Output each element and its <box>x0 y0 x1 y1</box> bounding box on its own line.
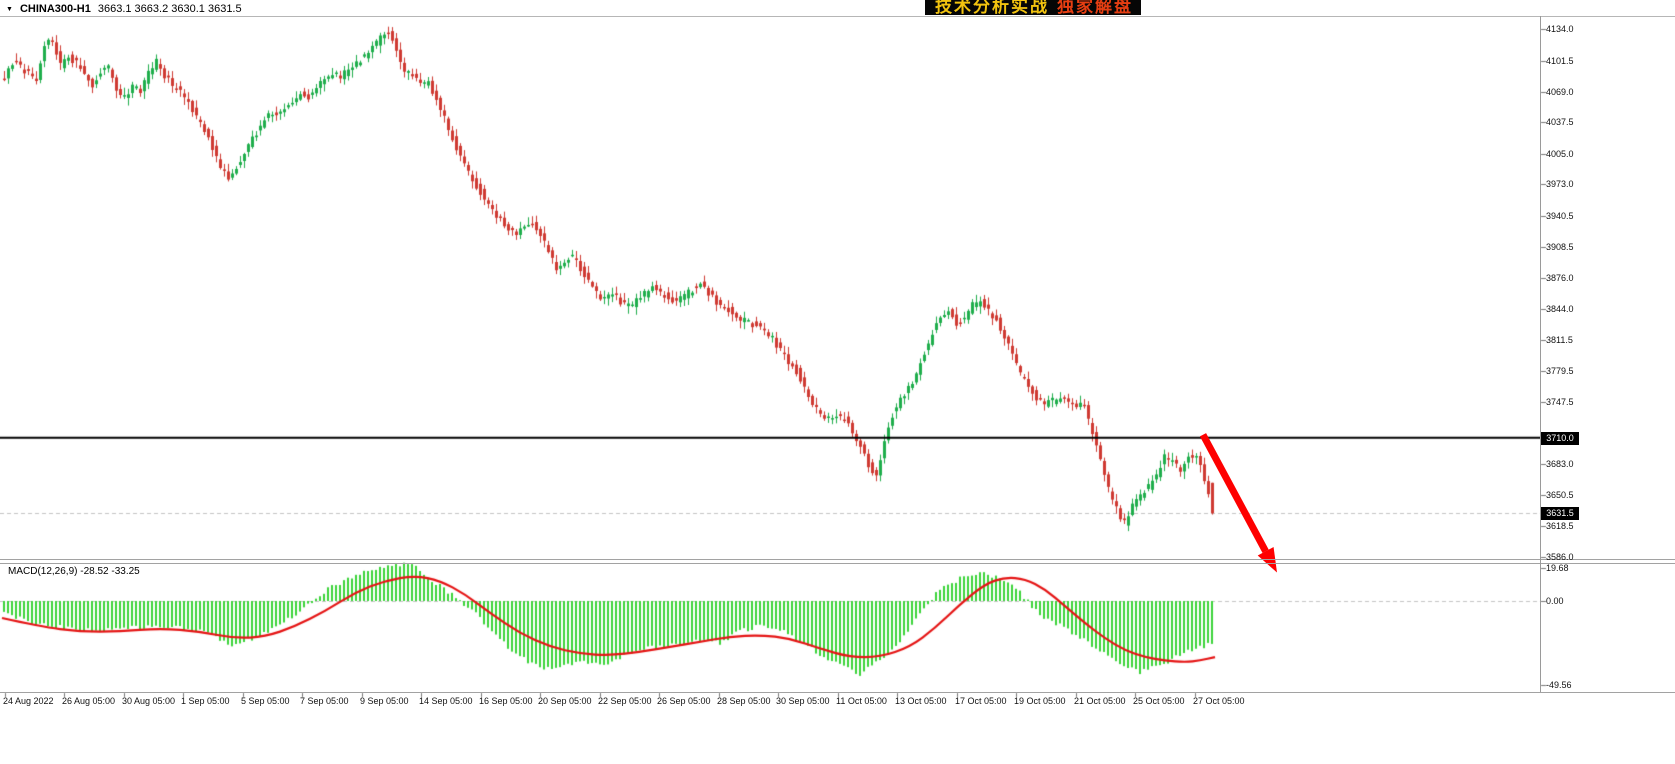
time-axis-label: 30 Aug 05:00 <box>122 696 176 706</box>
price-axis-label: 3811.5 <box>1546 334 1573 345</box>
symbol-ohlc-values: 3663.1 3663.2 3630.1 3631.5 <box>97 3 242 15</box>
time-axis[interactable]: 24 Aug 2022 26 Aug 05:00 30 Aug 05:00 1 Sep… <box>0 696 1545 710</box>
time-axis-label: 11 Oct 05:00 <box>836 696 887 706</box>
watermark-banner: 技术分析实战 独家解盘 <box>925 0 1141 15</box>
panel-divider-lower[interactable] <box>0 563 1675 564</box>
panel-divider-upper[interactable] <box>0 559 1675 560</box>
symbol-title: ▼ CHINA300-H1 3663.1 3663.2 3630.1 3631.… <box>6 3 242 15</box>
chart-top-border <box>0 16 1675 17</box>
watermark-yellow-text: 技术分析实战 <box>935 0 1049 15</box>
time-axis-label: 28 Sep 05:00 <box>717 696 771 706</box>
time-axis-label: 26 Aug 05:00 <box>62 696 116 706</box>
time-axis-divider <box>0 692 1675 693</box>
hline-price-tag: 3710.0 <box>1541 431 1579 445</box>
time-axis-label: 21 Oct 05:00 <box>1074 696 1126 706</box>
symbol-dropdown-icon[interactable]: ▼ <box>6 5 13 13</box>
time-axis-label: 26 Sep 05:00 <box>657 696 711 706</box>
price-axis-label: 3844.0 <box>1546 303 1574 314</box>
price-axis-label: 3618.5 <box>1546 520 1574 531</box>
symbol-name: CHINA300-H1 <box>19 3 91 15</box>
time-axis-label: 19 Oct 05:00 <box>1014 696 1066 706</box>
macd-indicator-label: MACD(12,26,9) -28.52 -33.25 <box>8 566 140 577</box>
time-axis-label: 20 Sep 05:00 <box>538 696 592 706</box>
time-axis-label: 7 Sep 05:00 <box>300 696 349 706</box>
price-axis-label: 4005.0 <box>1546 148 1574 159</box>
price-axis-label: 4101.5 <box>1546 55 1574 66</box>
price-axis-label: 3940.5 <box>1546 210 1574 221</box>
macd-axis-label: 0.00 <box>1546 596 1564 606</box>
macd-axis[interactable]: 19.68 0.00 -49.56 <box>1546 0 1606 764</box>
time-axis-label: 30 Sep 05:00 <box>776 696 830 706</box>
price-axis-label: 3747.5 <box>1546 396 1574 407</box>
price-axis-label: 3908.5 <box>1546 241 1574 252</box>
price-axis-border <box>1540 16 1541 692</box>
time-axis-label: 13 Oct 05:00 <box>895 696 947 706</box>
price-axis-label: 3779.5 <box>1546 365 1574 376</box>
price-axis-label: 4037.5 <box>1546 117 1574 128</box>
time-axis-label: 9 Sep 05:00 <box>360 696 409 706</box>
macd-axis-label: 19.68 <box>1546 562 1569 573</box>
price-axis-label: 3876.0 <box>1546 272 1574 283</box>
price-axis-label: 4069.0 <box>1546 87 1574 98</box>
price-axis-label: 3586.0 <box>1546 552 1574 563</box>
time-axis-label: 14 Sep 05:00 <box>419 696 473 706</box>
watermark-red-text: 独家解盘 <box>1057 0 1133 15</box>
time-axis-label: 25 Oct 05:00 <box>1133 696 1185 706</box>
price-axis-label: 3683.0 <box>1546 458 1574 469</box>
time-axis-label: 16 Sep 05:00 <box>479 696 533 706</box>
price-axis[interactable]: 4134.0 4101.5 4069.0 4037.5 4005.0 3973.0 3940… <box>1546 0 1606 764</box>
time-axis-label: 1 Sep 05:00 <box>181 696 230 706</box>
price-axis-label: 3973.0 <box>1546 179 1574 190</box>
price-axis-label: 3650.5 <box>1546 489 1574 500</box>
time-axis-label: 5 Sep 05:00 <box>241 696 290 706</box>
time-axis-label: 27 Oct 05:00 <box>1193 696 1245 706</box>
price-axis-label: 4134.0 <box>1546 24 1574 35</box>
current-price-tag: 3631.5 <box>1541 507 1579 521</box>
macd-axis-label: -49.56 <box>1546 680 1572 691</box>
time-axis-label: 17 Oct 05:00 <box>955 696 1007 706</box>
time-axis-label: 24 Aug 2022 <box>3 696 54 706</box>
time-axis-label: 22 Sep 05:00 <box>598 696 652 706</box>
